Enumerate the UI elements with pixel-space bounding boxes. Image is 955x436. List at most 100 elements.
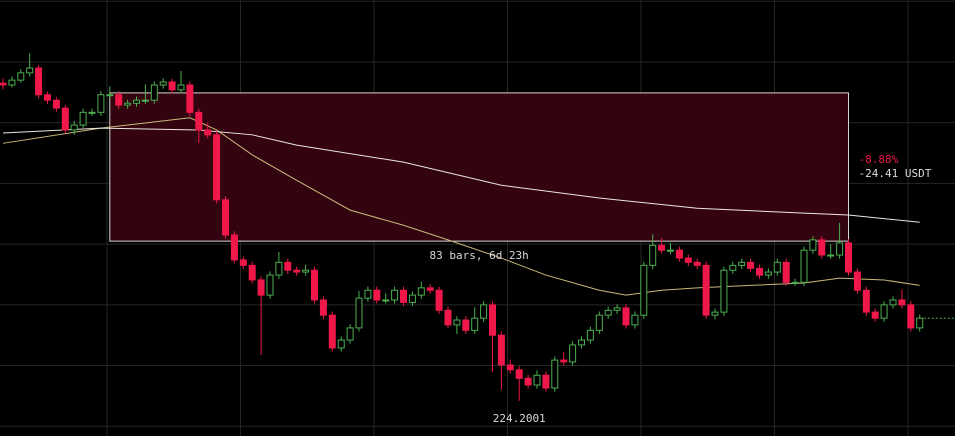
candle-body (862, 289, 870, 313)
candle-body (408, 294, 416, 303)
candle-body (133, 99, 140, 104)
candle-body (649, 244, 657, 266)
candle-body (693, 261, 701, 266)
candle-body (8, 79, 16, 86)
candle-body (702, 264, 710, 316)
candle-body (515, 369, 523, 379)
candle-body (916, 317, 924, 329)
candle-body (560, 359, 568, 363)
candle-body (506, 364, 514, 371)
candle-body (773, 261, 781, 273)
candle-body (355, 297, 363, 329)
candle-body (524, 377, 532, 386)
candle-body (186, 84, 194, 113)
candle-body (17, 72, 25, 81)
candle-body (756, 267, 763, 276)
candle-body (489, 304, 496, 336)
candle-body (729, 264, 737, 271)
candle-body (818, 239, 826, 256)
candle-body (747, 261, 755, 269)
candle-body (88, 111, 96, 114)
candle-body (907, 304, 915, 329)
low-price-label: 224.2001 (493, 412, 546, 425)
candle-body (302, 269, 310, 273)
candle-body (711, 311, 719, 316)
candle-body (400, 289, 407, 303)
candle-body (239, 259, 247, 266)
candle-body (426, 287, 434, 291)
candle-body (328, 314, 336, 349)
candle-body (44, 94, 51, 101)
moving-average (2, 127, 920, 223)
candle-body (230, 234, 238, 261)
candle-body (275, 261, 283, 276)
candle-body (764, 271, 772, 276)
candle-body (809, 239, 817, 251)
candle-body (222, 199, 229, 236)
candle-body (578, 339, 585, 346)
candle-body (61, 107, 69, 131)
candle-body (836, 242, 844, 256)
measure-change: -24.41 USDT (859, 167, 932, 180)
candle-body (720, 269, 728, 313)
candle-body (35, 67, 43, 96)
candle-body (115, 94, 123, 106)
candle-body (533, 374, 541, 386)
candle-body (168, 81, 176, 91)
candle-body (551, 359, 559, 389)
measure-change-pct: -8.88% (859, 153, 899, 166)
candle-body (0, 82, 7, 86)
candle-body (791, 281, 799, 284)
candle-body (480, 304, 488, 319)
candle-body (453, 319, 461, 326)
candle-body (569, 344, 577, 363)
candle-body (542, 374, 550, 389)
candle-body (70, 124, 78, 131)
candle-body (782, 261, 790, 283)
candle-body (97, 94, 105, 113)
candle-body (640, 264, 648, 316)
candle-body (675, 249, 683, 259)
candle-body (106, 94, 114, 97)
candle-body (497, 334, 505, 366)
candle-body (364, 289, 372, 299)
candle-body (595, 314, 603, 331)
candle-body (586, 329, 594, 341)
candle-body (684, 257, 692, 263)
candle-body (159, 81, 167, 86)
candle-body (266, 274, 274, 296)
candle-body (311, 269, 318, 301)
candle-body (435, 289, 443, 311)
candle-body (853, 271, 861, 291)
measure-label: 83 bars, 6d 23h (429, 249, 528, 262)
candle-body (871, 311, 879, 319)
candle-body (293, 269, 301, 273)
candle-body (346, 327, 354, 341)
candle-body (248, 264, 256, 281)
candle-body (195, 111, 203, 131)
candle-body (391, 289, 399, 301)
candle-body (52, 99, 60, 109)
candle-body (631, 314, 639, 326)
candle-body (471, 317, 479, 331)
candle-body (658, 244, 666, 251)
candle-body (373, 289, 381, 301)
candle-body (667, 249, 674, 252)
candle-body (898, 299, 906, 306)
candle-body (880, 304, 888, 319)
candle-body (622, 307, 630, 326)
candle-body (177, 84, 185, 91)
candle-body (213, 134, 221, 201)
candle-body (462, 319, 470, 331)
candle-body (613, 307, 621, 311)
candle-body (444, 309, 452, 326)
candle-body (124, 102, 132, 106)
candle-body (257, 279, 265, 296)
candle-body (604, 309, 612, 316)
candle-body (284, 261, 292, 271)
candle-body (845, 242, 852, 273)
candle-body (382, 299, 390, 302)
candle-body (889, 299, 897, 306)
